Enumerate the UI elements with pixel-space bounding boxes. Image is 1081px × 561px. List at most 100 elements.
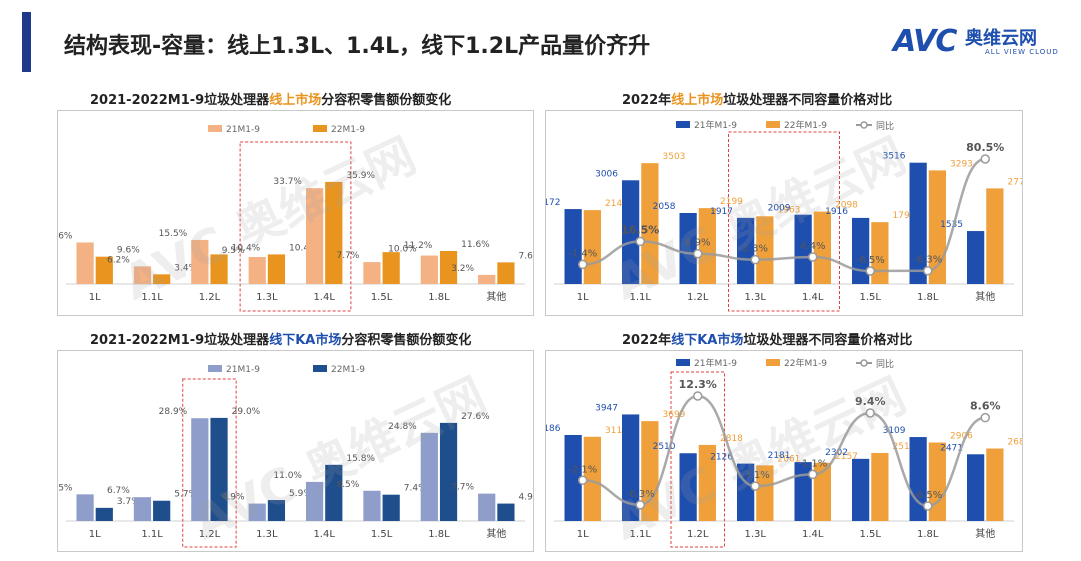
bar-series1 xyxy=(564,434,582,521)
bar-series1 xyxy=(76,242,94,284)
data-label: 2009 xyxy=(768,204,791,214)
data-label: 35.9% xyxy=(346,171,375,181)
data-label: 5.7% xyxy=(174,490,197,500)
data-label: 28.9% xyxy=(159,407,188,417)
legend-swatch-2 xyxy=(313,365,327,372)
bar-series1 xyxy=(305,481,324,521)
legend-label-1: 21M1-9 xyxy=(226,125,260,135)
chart2-svg: 21年M1-9 22年M1-9 同比 2172 2141 1L 3006 3503 1.1L 20… xyxy=(546,119,1023,312)
bar-series2 xyxy=(497,503,515,521)
data-label: 2098 xyxy=(835,201,858,211)
x-tick-label: 1.5L xyxy=(371,292,393,303)
x-tick-label: 1.2L xyxy=(199,292,221,303)
bar-series1 xyxy=(420,432,438,521)
bar-series1 xyxy=(478,493,496,521)
yoy-point xyxy=(750,254,760,265)
bar-series1 xyxy=(622,180,640,284)
x-tick-label: 1L xyxy=(89,529,101,540)
x-tick-label: 1.1L xyxy=(141,292,163,303)
yoy-point xyxy=(865,408,875,418)
yoy-label: 8.6% xyxy=(970,400,1001,413)
bar-series2 xyxy=(813,462,831,521)
data-label: 4.9% xyxy=(222,493,245,503)
bar-series1 xyxy=(909,162,927,284)
bar-series2 xyxy=(325,464,343,521)
legend-label-2: 22M1-9 xyxy=(331,125,365,135)
data-label: 7.7% xyxy=(451,483,474,493)
bar-series2 xyxy=(382,494,400,521)
data-label: 2519 xyxy=(893,442,916,452)
bar-series1 xyxy=(248,503,266,521)
bar-series2 xyxy=(986,448,1004,521)
yoy-point xyxy=(808,469,818,480)
legend-label-1: 21年M1-9 xyxy=(694,357,737,369)
data-label: 2172 xyxy=(546,198,561,208)
x-tick-label: 1.1L xyxy=(630,292,652,303)
x-tick-label: 1.2L xyxy=(687,529,709,540)
x-tick-label: 1.8L xyxy=(428,529,450,540)
bar-series2 xyxy=(439,251,458,284)
bar-series2 xyxy=(325,181,343,284)
data-label: 3.4% xyxy=(174,263,197,273)
bar-series1 xyxy=(363,490,381,521)
data-label: 9.6% xyxy=(117,246,140,256)
bar-series2 xyxy=(382,252,400,284)
legend-label-1: 21年M1-9 xyxy=(694,119,737,131)
chart4-title: 2022年线下KA市场垃圾处理器不同容量价格对比 xyxy=(622,333,913,348)
legend-swatch-2 xyxy=(766,359,780,366)
data-label: 2181 xyxy=(768,451,791,461)
data-label: 2471 xyxy=(940,443,963,453)
yoy-label: -2.1% xyxy=(568,464,597,475)
chart1-panel: 21M1-9 22M1-9 14.6% 9.6% 1L 6.2% 3.4% 1.1L 15.5%… xyxy=(57,110,534,316)
x-tick-label: 1.4L xyxy=(313,292,335,303)
highlight-box xyxy=(182,378,237,548)
x-tick-label: 1.8L xyxy=(917,529,939,540)
x-tick-label: 1.5L xyxy=(860,292,882,303)
x-tick-label: 1.4L xyxy=(802,292,824,303)
yoy-label: 4.4% xyxy=(800,241,825,252)
yoy-label: 9.4% xyxy=(855,395,886,408)
legend-label-2: 22年M1-9 xyxy=(784,119,827,131)
yoy-point xyxy=(923,501,933,511)
data-label: 11.2% xyxy=(404,241,433,251)
yoy-point xyxy=(808,252,818,262)
legend-label-1: 21M1-9 xyxy=(226,365,260,375)
data-label: 1916 xyxy=(825,207,848,217)
x-tick-label: 1.3L xyxy=(745,292,767,303)
x-tick-label: 1L xyxy=(577,292,589,303)
yoy-point xyxy=(693,391,703,401)
data-label: 3947 xyxy=(595,403,618,413)
data-label: 10.4% xyxy=(289,243,318,253)
bar-series2 xyxy=(928,442,946,521)
data-label: 1792 xyxy=(893,211,916,221)
legend-label-line: 同比 xyxy=(876,120,894,132)
yoy-label: 2.3% xyxy=(743,244,768,255)
yoy-label: -1.1% xyxy=(798,458,827,469)
yoy-point xyxy=(865,266,875,276)
bar-series2 xyxy=(641,163,659,284)
data-label: 2685 xyxy=(1008,438,1023,448)
data-label: 5.9% xyxy=(289,489,312,499)
legend-label-2: 22M1-9 xyxy=(331,365,365,375)
chart1-title: 2021-2022M1-9垃圾处理器线上市场分容积零售额份额变化 xyxy=(90,93,452,108)
data-label: 3.7% xyxy=(117,497,140,507)
bar-series2 xyxy=(210,417,228,521)
bar-series2 xyxy=(95,507,113,521)
legend-swatch-2 xyxy=(766,121,780,128)
bar-series1 xyxy=(967,231,985,284)
bar-series1 xyxy=(737,217,755,284)
yoy-label: 12.3% xyxy=(679,378,717,391)
data-label: 3.2% xyxy=(451,264,474,274)
bar-series2 xyxy=(583,210,601,284)
bar-series1 xyxy=(794,462,812,521)
data-label: 24.8% xyxy=(388,422,417,432)
data-label: 3293 xyxy=(950,159,973,169)
data-label: 8.5% xyxy=(336,480,359,490)
data-label: 2771 xyxy=(1008,177,1023,187)
yoy-label: -6.3% xyxy=(626,489,655,500)
x-tick-label: 1L xyxy=(577,529,589,540)
bar-series1 xyxy=(478,274,496,284)
bar-series2 xyxy=(210,254,228,284)
highlight-box xyxy=(728,131,840,312)
bar-series1 xyxy=(852,458,870,521)
